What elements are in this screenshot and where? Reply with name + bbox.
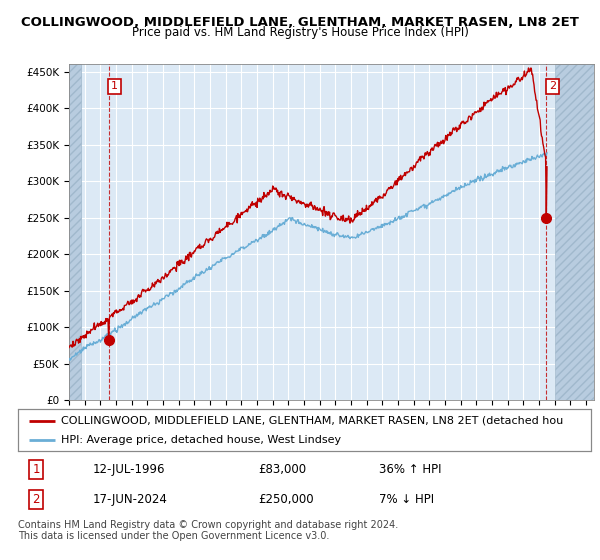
Text: 2: 2 [32,493,40,506]
Text: 7% ↓ HPI: 7% ↓ HPI [379,493,434,506]
Text: 2: 2 [549,81,556,91]
Text: 36% ↑ HPI: 36% ↑ HPI [379,463,442,476]
Text: 12-JUL-1996: 12-JUL-1996 [92,463,165,476]
Text: £250,000: £250,000 [259,493,314,506]
Bar [555,64,594,400]
Text: 1: 1 [32,463,40,476]
Text: Price paid vs. HM Land Registry's House Price Index (HPI): Price paid vs. HM Land Registry's House … [131,26,469,39]
Text: £83,000: £83,000 [259,463,307,476]
Text: 1: 1 [111,81,118,91]
Bar [69,64,81,400]
Text: HPI: Average price, detached house, West Lindsey: HPI: Average price, detached house, West… [61,435,341,445]
Text: Contains HM Land Registry data © Crown copyright and database right 2024.
This d: Contains HM Land Registry data © Crown c… [18,520,398,542]
Text: COLLINGWOOD, MIDDLEFIELD LANE, GLENTHAM, MARKET RASEN, LN8 2ET (detached hou: COLLINGWOOD, MIDDLEFIELD LANE, GLENTHAM,… [61,416,563,426]
Text: 17-JUN-2024: 17-JUN-2024 [92,493,167,506]
Text: COLLINGWOOD, MIDDLEFIELD LANE, GLENTHAM, MARKET RASEN, LN8 2ET: COLLINGWOOD, MIDDLEFIELD LANE, GLENTHAM,… [21,16,579,29]
